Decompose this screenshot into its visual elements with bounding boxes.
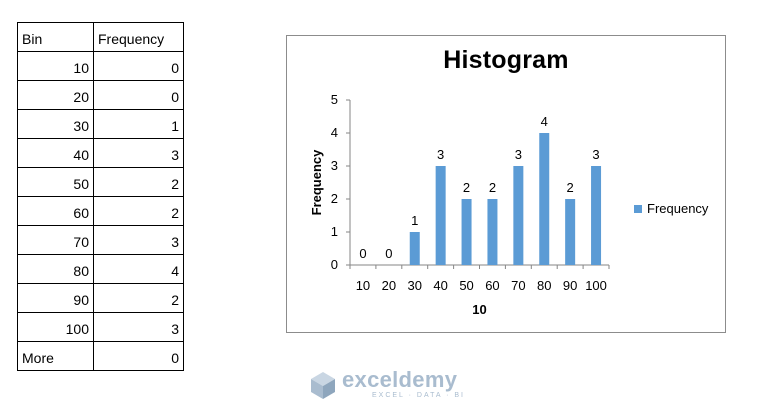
- table-row: 30 1: [17, 109, 184, 139]
- bin-cell[interactable]: 70: [17, 225, 94, 255]
- chart-plot-area: 012345010020130340250260370480290310010F…: [309, 92, 610, 317]
- y-tick-label: 2: [331, 191, 338, 206]
- frequency-cell[interactable]: 2: [93, 283, 184, 313]
- bin-cell[interactable]: 50: [17, 167, 94, 197]
- bin-cell[interactable]: 40: [17, 138, 94, 168]
- x-category-label: 70: [511, 278, 525, 293]
- frequency-table-body: Bin Frequency 10 0 20 0 30 1 40 3 50 2 60 2 70 3 80 4 90…: [17, 22, 184, 371]
- frequency-cell[interactable]: 0: [93, 80, 184, 110]
- table-row: 100 3: [17, 312, 184, 342]
- bin-cell[interactable]: 60: [17, 196, 94, 226]
- bar-data-label: 0: [385, 246, 392, 261]
- y-tick-label: 5: [331, 92, 338, 107]
- bar-data-label: 3: [592, 147, 599, 162]
- frequency-cell[interactable]: 2: [93, 196, 184, 226]
- table-row: 40 3: [17, 138, 184, 168]
- histogram-bar: [565, 199, 576, 265]
- x-category-label: 20: [382, 278, 396, 293]
- frequency-cell[interactable]: 2: [93, 167, 184, 197]
- histogram-chart[interactable]: Histogram 0 1 2 3 4 5 0 10 0 20 1 30 3 40 2 50 2 60 3 70 4 80…: [286, 35, 726, 333]
- watermark-tagline: EXCEL · DATA · BI: [372, 392, 465, 399]
- histogram-bar: [435, 166, 446, 265]
- exceldemy-logo-icon: [311, 371, 335, 399]
- y-tick-label: 3: [331, 158, 338, 173]
- histogram-bar: [539, 133, 550, 265]
- bin-cell[interactable]: 90: [17, 283, 94, 313]
- bin-cell[interactable]: 80: [17, 254, 94, 284]
- y-axis-title: Frequency: [309, 149, 324, 216]
- x-category-label: 100: [585, 278, 607, 293]
- histogram-bar: [409, 232, 420, 265]
- frequency-cell[interactable]: 1: [93, 109, 184, 139]
- frequency-cell[interactable]: 3: [93, 138, 184, 168]
- frequency-cell[interactable]: 3: [93, 225, 184, 255]
- x-category-label: 10: [356, 278, 370, 293]
- histogram-bar: [487, 199, 498, 265]
- table-header-row: Bin Frequency: [17, 22, 184, 52]
- y-tick-label: 0: [331, 257, 338, 272]
- frequency-cell[interactable]: 0: [93, 341, 184, 371]
- legend-label: Frequency: [647, 201, 709, 216]
- watermark-name: exceldemy: [342, 367, 458, 392]
- bar-data-label: 2: [463, 180, 470, 195]
- header-cell-bin[interactable]: Bin: [17, 22, 94, 52]
- x-category-label: 60: [485, 278, 499, 293]
- frequency-cell[interactable]: 4: [93, 254, 184, 284]
- histogram-bar: [591, 166, 602, 265]
- exceldemy-watermark: exceldemy EXCEL · DATA · BI: [308, 369, 465, 400]
- histogram-bar: [461, 199, 472, 265]
- bin-cell[interactable]: More: [17, 341, 94, 371]
- table-row: 90 2: [17, 283, 184, 313]
- bin-cell[interactable]: 30: [17, 109, 94, 139]
- legend-swatch: [634, 204, 642, 213]
- bin-cell[interactable]: 100: [17, 312, 94, 342]
- chart-legend: Frequency: [634, 201, 708, 216]
- table-row: 60 2: [17, 196, 184, 226]
- bar-data-label: 1: [411, 213, 418, 228]
- x-category-label: 30: [408, 278, 422, 293]
- header-cell-frequency[interactable]: Frequency: [93, 22, 184, 52]
- bin-cell[interactable]: 10: [17, 51, 94, 81]
- frequency-cell[interactable]: 3: [93, 312, 184, 342]
- chart-title: Histogram: [443, 46, 569, 74]
- histogram-bar: [513, 166, 524, 265]
- table-row: 20 0: [17, 80, 184, 110]
- frequency-cell[interactable]: 0: [93, 51, 184, 81]
- bar-data-label: 2: [489, 180, 496, 195]
- frequency-table: Bin Frequency 10 0 20 0 30 1 40 3 50 2 60 2 70 3 80 4 90…: [17, 22, 184, 371]
- x-category-label: 40: [433, 278, 447, 293]
- y-tick-label: 4: [331, 125, 338, 140]
- table-row: 70 3: [17, 225, 184, 255]
- table-row: 10 0: [17, 51, 184, 81]
- bar-data-label: 4: [541, 114, 548, 129]
- bar-data-label: 0: [359, 246, 366, 261]
- bar-data-label: 2: [567, 180, 574, 195]
- bar-data-label: 3: [437, 147, 444, 162]
- bar-data-label: 3: [515, 147, 522, 162]
- table-row: 80 4: [17, 254, 184, 284]
- x-category-label: 50: [459, 278, 473, 293]
- table-row: More 0: [17, 341, 184, 371]
- table-row: 50 2: [17, 167, 184, 197]
- bin-cell[interactable]: 20: [17, 80, 94, 110]
- x-axis-title: 10: [472, 302, 486, 317]
- x-category-label: 80: [537, 278, 551, 293]
- x-category-label: 90: [563, 278, 577, 293]
- y-tick-label: 1: [331, 224, 338, 239]
